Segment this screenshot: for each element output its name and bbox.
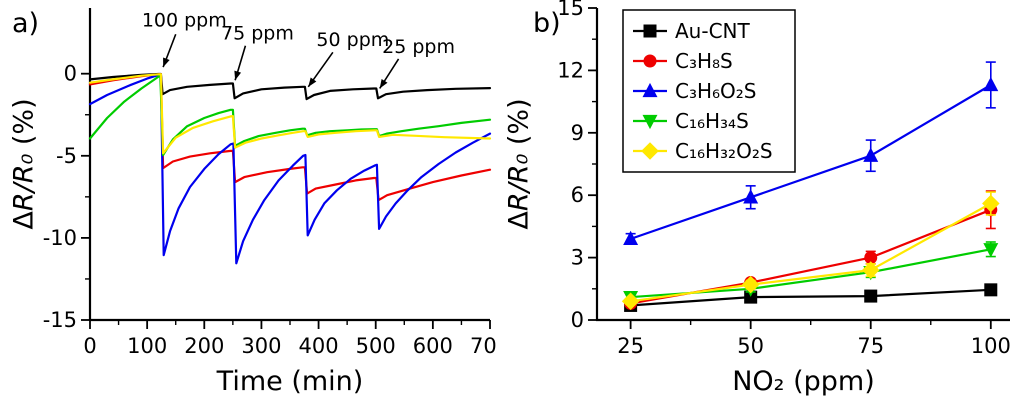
y-tick-label: -15 (43, 308, 77, 332)
y-tick-label: 0 (571, 308, 584, 332)
panel-b-plot: 25 50 75 100 0 3 6 9 12 15 Au-CNT C₃H₈S C₃H₆O₂S C₁₆H₃… (497, 0, 1024, 405)
series-line (629, 248, 992, 299)
annotation-arrowhead (308, 77, 317, 87)
annotation-arrowhead (379, 78, 388, 89)
x-tick-label: 600 (413, 334, 453, 358)
legend-label: C₃H₈S (675, 49, 733, 73)
y-tick-label: 6 (571, 183, 584, 207)
panel-b: 25 50 75 100 0 3 6 9 12 15 Au-CNT C₃H₈S C₃H₆O₂S C₁₆H₃… (497, 0, 1024, 405)
series-line (629, 202, 992, 303)
y-tick-label: 15 (557, 0, 584, 20)
panel-a-y-axis-title: ΔR/R₀ (%) (9, 98, 40, 229)
legend-label: C₁₆H₃₂O₂S (675, 139, 773, 163)
x-tick-label: 700 (470, 334, 497, 358)
panel-b-letter: b) (533, 8, 561, 39)
y-tick-label: 9 (571, 121, 584, 145)
x-tick-label: 300 (241, 334, 281, 358)
series-line (629, 288, 992, 307)
annotation-arrowhead (163, 57, 170, 68)
panel-a: 0 100 200 300 400 500 600 700 0 -5 -10 -15 100 ppm75… (0, 0, 497, 405)
y-title-ratio: R/R₀ (8, 153, 40, 212)
series-line (629, 208, 992, 305)
y-title-ratio: R/R₀ (503, 153, 535, 212)
gas-concentration-annotation: 100 ppm (142, 9, 227, 31)
legend-label: C₁₆H₃₄S (675, 109, 749, 133)
chart-canvas: 0 100 200 300 400 500 600 700 0 -5 -10 -15 100 ppm75… (43, 8, 497, 358)
panel-a-letter: a) (12, 8, 40, 39)
x-tick-label: 100 (127, 334, 167, 358)
series-line (88, 73, 492, 155)
y-tick-label: -5 (56, 144, 77, 168)
y-tick-label: 3 (571, 246, 584, 270)
legend-label: Au-CNT (675, 19, 751, 43)
y-tick-label: 0 (64, 62, 77, 86)
series-line (88, 73, 492, 265)
panel-a-plot: 0 100 200 300 400 500 600 700 0 -5 -10 -15 100 ppm75… (0, 0, 497, 405)
panel-b-x-axis-title: NO₂ (ppm) (732, 366, 875, 397)
x-tick-label: 50 (737, 334, 764, 358)
series-line (629, 83, 992, 240)
y-title-delta: Δ (8, 211, 40, 230)
y-tick-label: 12 (557, 58, 584, 82)
gas-concentration-annotation: 25 ppm (382, 36, 455, 58)
chart-canvas: 25 50 75 100 0 3 6 9 12 15 Au-CNT C₃H₈S C₃H₆O₂S C₁₆H₃… (557, 0, 1011, 358)
annotation-arrowhead (234, 70, 242, 81)
x-tick-label: 500 (356, 334, 396, 358)
legend: Au-CNT C₃H₈S C₃H₆O₂S C₁₆H₃₄S C₁₆H₃₂O₂S (622, 9, 796, 173)
panel-a-x-axis-title: Time (min) (216, 366, 364, 397)
y-title-unit: (%) (503, 98, 535, 154)
panel-b-y-axis-title: ΔR/R₀ (%) (504, 98, 535, 229)
x-tick-label: 200 (184, 334, 224, 358)
y-tick-label: -10 (43, 226, 77, 250)
x-tick-label: 0 (83, 334, 96, 358)
x-tick-label: 75 (857, 334, 884, 358)
x-tick-label: 25 (617, 334, 644, 358)
gas-concentration-annotation: 50 ppm (316, 29, 389, 51)
y-title-unit: (%) (8, 98, 40, 154)
x-tick-label: 400 (299, 334, 339, 358)
gas-concentration-annotation: 75 ppm (221, 23, 294, 45)
legend-label: C₃H₆O₂S (675, 79, 757, 103)
y-title-delta: Δ (503, 211, 535, 230)
x-tick-label: 100 (971, 334, 1011, 358)
